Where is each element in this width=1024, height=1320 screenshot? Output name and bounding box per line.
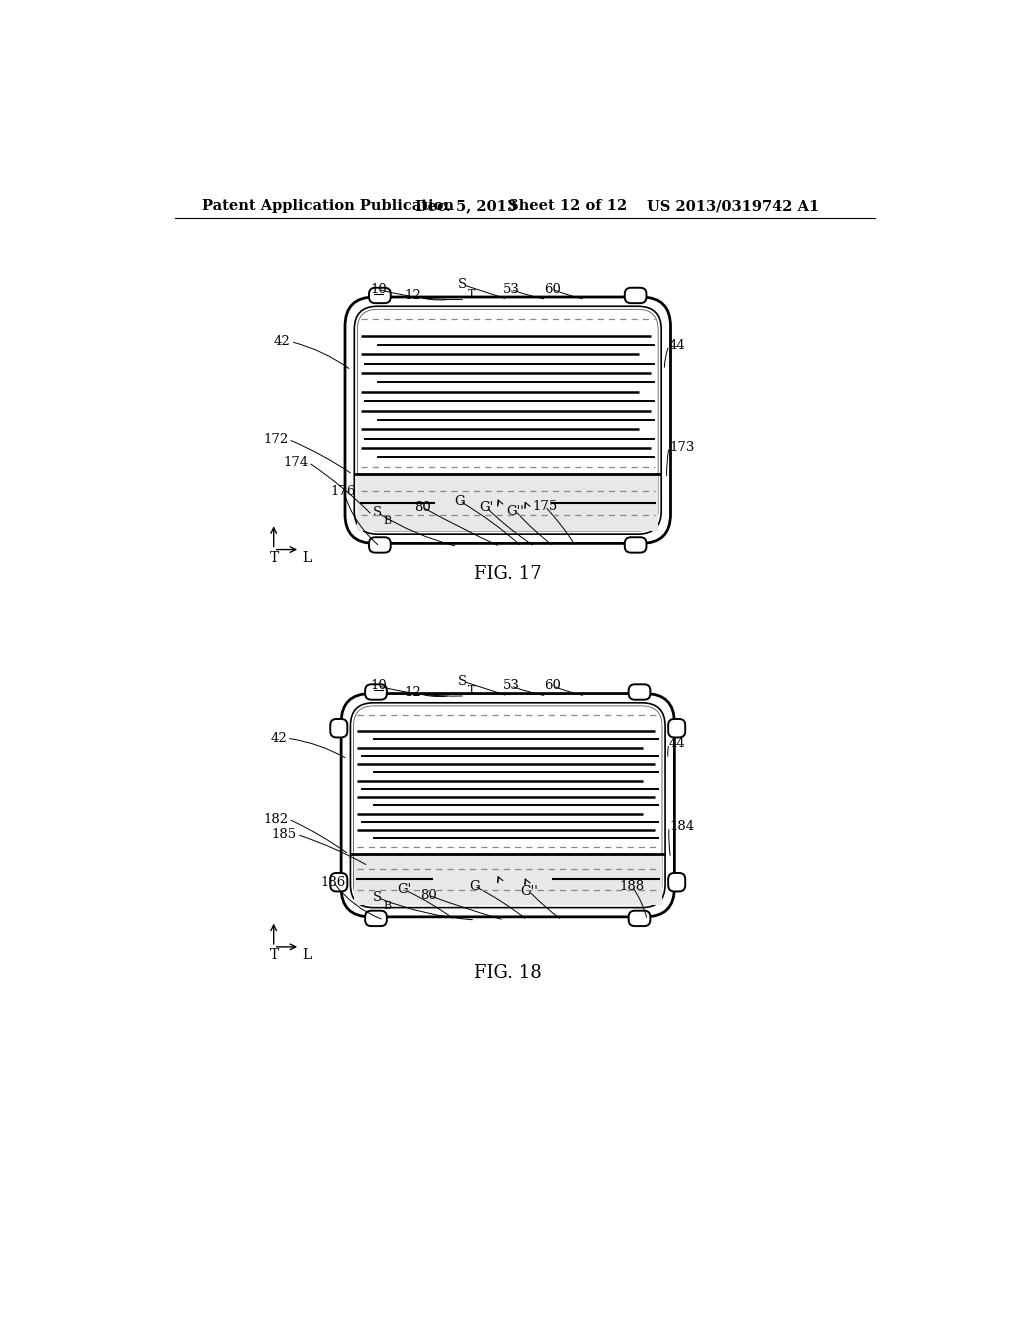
Text: G: G bbox=[455, 495, 465, 508]
Text: 172: 172 bbox=[263, 433, 289, 446]
FancyBboxPatch shape bbox=[331, 719, 347, 738]
Text: 42: 42 bbox=[274, 335, 291, 348]
Text: FIG. 18: FIG. 18 bbox=[474, 964, 542, 982]
Text: S: S bbox=[458, 675, 467, 688]
Text: G'': G'' bbox=[507, 504, 524, 517]
Text: 53: 53 bbox=[503, 680, 519, 693]
Text: Sheet 12 of 12: Sheet 12 of 12 bbox=[508, 199, 627, 213]
Text: L: L bbox=[302, 552, 311, 565]
Text: 44: 44 bbox=[669, 339, 686, 352]
Text: T: T bbox=[270, 552, 280, 565]
FancyBboxPatch shape bbox=[354, 306, 662, 535]
Text: 44: 44 bbox=[669, 737, 686, 750]
FancyBboxPatch shape bbox=[625, 288, 646, 304]
Text: L: L bbox=[302, 948, 311, 962]
FancyBboxPatch shape bbox=[669, 873, 685, 891]
FancyBboxPatch shape bbox=[357, 309, 658, 531]
Text: 184: 184 bbox=[669, 820, 694, 833]
Text: 175: 175 bbox=[532, 500, 558, 513]
Text: S: S bbox=[373, 506, 382, 519]
FancyBboxPatch shape bbox=[350, 702, 665, 908]
FancyBboxPatch shape bbox=[625, 537, 646, 553]
Text: T: T bbox=[270, 948, 280, 962]
FancyBboxPatch shape bbox=[629, 911, 650, 927]
Text: Patent Application Publication: Patent Application Publication bbox=[202, 199, 454, 213]
Text: G': G' bbox=[397, 883, 412, 896]
Bar bbox=[357, 474, 658, 531]
Text: 42: 42 bbox=[270, 731, 287, 744]
Text: 60: 60 bbox=[545, 282, 561, 296]
Text: S: S bbox=[373, 891, 382, 904]
Text: B: B bbox=[383, 902, 391, 911]
Text: B: B bbox=[383, 516, 391, 527]
FancyBboxPatch shape bbox=[669, 719, 685, 738]
FancyBboxPatch shape bbox=[345, 297, 671, 544]
FancyBboxPatch shape bbox=[369, 288, 391, 304]
FancyBboxPatch shape bbox=[366, 684, 387, 700]
Text: G': G' bbox=[479, 500, 494, 513]
Text: 10: 10 bbox=[370, 282, 387, 296]
Text: 80: 80 bbox=[414, 500, 431, 513]
Text: S: S bbox=[458, 279, 467, 292]
Text: 176: 176 bbox=[331, 484, 356, 498]
Text: US 2013/0319742 A1: US 2013/0319742 A1 bbox=[647, 199, 819, 213]
Text: 186: 186 bbox=[321, 875, 346, 888]
Text: 10: 10 bbox=[370, 680, 387, 693]
FancyBboxPatch shape bbox=[369, 537, 391, 553]
Text: T: T bbox=[468, 289, 475, 298]
FancyBboxPatch shape bbox=[331, 873, 347, 891]
FancyBboxPatch shape bbox=[353, 706, 662, 904]
Text: G: G bbox=[469, 879, 479, 892]
Text: 173: 173 bbox=[669, 441, 694, 454]
FancyBboxPatch shape bbox=[341, 693, 675, 917]
Text: 12: 12 bbox=[404, 685, 422, 698]
Text: G'': G'' bbox=[520, 884, 539, 898]
Text: 174: 174 bbox=[284, 455, 308, 469]
Text: 80: 80 bbox=[420, 888, 437, 902]
Text: 188: 188 bbox=[620, 879, 644, 892]
Text: T: T bbox=[468, 685, 475, 696]
Text: FIG. 17: FIG. 17 bbox=[474, 565, 542, 583]
Text: 12: 12 bbox=[404, 289, 422, 302]
Text: 182: 182 bbox=[263, 813, 289, 825]
Text: 185: 185 bbox=[271, 828, 297, 841]
FancyBboxPatch shape bbox=[629, 684, 650, 700]
Text: 53: 53 bbox=[503, 282, 519, 296]
Bar bbox=[353, 854, 662, 904]
Text: Dec. 5, 2013: Dec. 5, 2013 bbox=[415, 199, 517, 213]
FancyBboxPatch shape bbox=[366, 911, 387, 927]
Text: 60: 60 bbox=[545, 680, 561, 693]
